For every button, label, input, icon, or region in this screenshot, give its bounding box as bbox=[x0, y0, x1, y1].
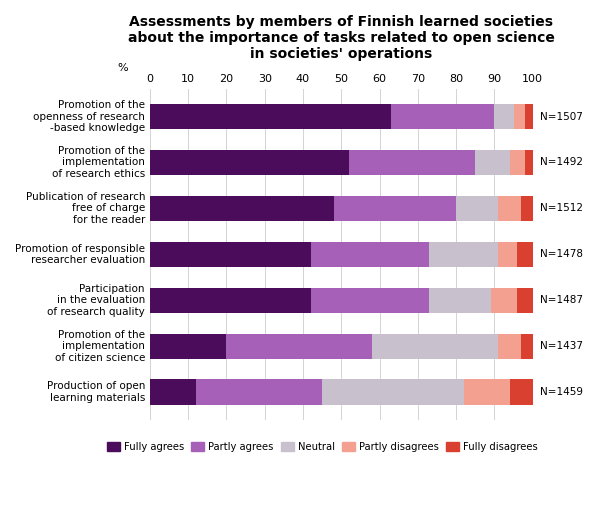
Bar bbox=[150, 242, 311, 267]
Bar bbox=[464, 380, 510, 405]
Bar bbox=[510, 380, 533, 405]
Bar bbox=[322, 380, 464, 405]
Bar bbox=[150, 288, 311, 313]
Bar bbox=[517, 288, 533, 313]
Bar bbox=[391, 104, 494, 129]
Text: N=1478: N=1478 bbox=[541, 249, 583, 259]
Bar bbox=[372, 333, 498, 359]
Bar bbox=[525, 150, 533, 175]
Bar bbox=[226, 333, 372, 359]
Bar bbox=[430, 242, 498, 267]
Bar bbox=[510, 150, 525, 175]
Legend: Fully agrees, Partly agrees, Neutral, Partly disagrees, Fully disagrees: Fully agrees, Partly agrees, Neutral, Pa… bbox=[103, 438, 541, 456]
Bar bbox=[525, 104, 533, 129]
Bar bbox=[475, 150, 510, 175]
Text: N=1492: N=1492 bbox=[541, 157, 583, 167]
Bar bbox=[498, 196, 521, 221]
Bar bbox=[196, 380, 322, 405]
Title: Assessments by members of Finnish learned societies
about the importance of task: Assessments by members of Finnish learne… bbox=[128, 15, 555, 62]
Text: N=1459: N=1459 bbox=[541, 387, 583, 397]
Bar bbox=[430, 288, 491, 313]
Bar bbox=[150, 380, 196, 405]
Bar bbox=[521, 196, 533, 221]
Bar bbox=[491, 288, 517, 313]
Bar bbox=[334, 196, 456, 221]
Text: N=1487: N=1487 bbox=[541, 295, 583, 305]
Bar bbox=[150, 333, 226, 359]
Text: %: % bbox=[118, 63, 128, 73]
Bar bbox=[498, 333, 521, 359]
Bar bbox=[150, 104, 391, 129]
Bar bbox=[349, 150, 475, 175]
Bar bbox=[498, 242, 517, 267]
Bar bbox=[150, 196, 334, 221]
Text: N=1437: N=1437 bbox=[541, 341, 583, 351]
Bar bbox=[517, 242, 533, 267]
Bar bbox=[311, 242, 430, 267]
Text: N=1507: N=1507 bbox=[541, 111, 583, 122]
Bar bbox=[514, 104, 525, 129]
Bar bbox=[311, 288, 430, 313]
Bar bbox=[494, 104, 514, 129]
Bar bbox=[521, 333, 533, 359]
Bar bbox=[150, 150, 349, 175]
Bar bbox=[456, 196, 498, 221]
Text: N=1512: N=1512 bbox=[541, 204, 583, 213]
